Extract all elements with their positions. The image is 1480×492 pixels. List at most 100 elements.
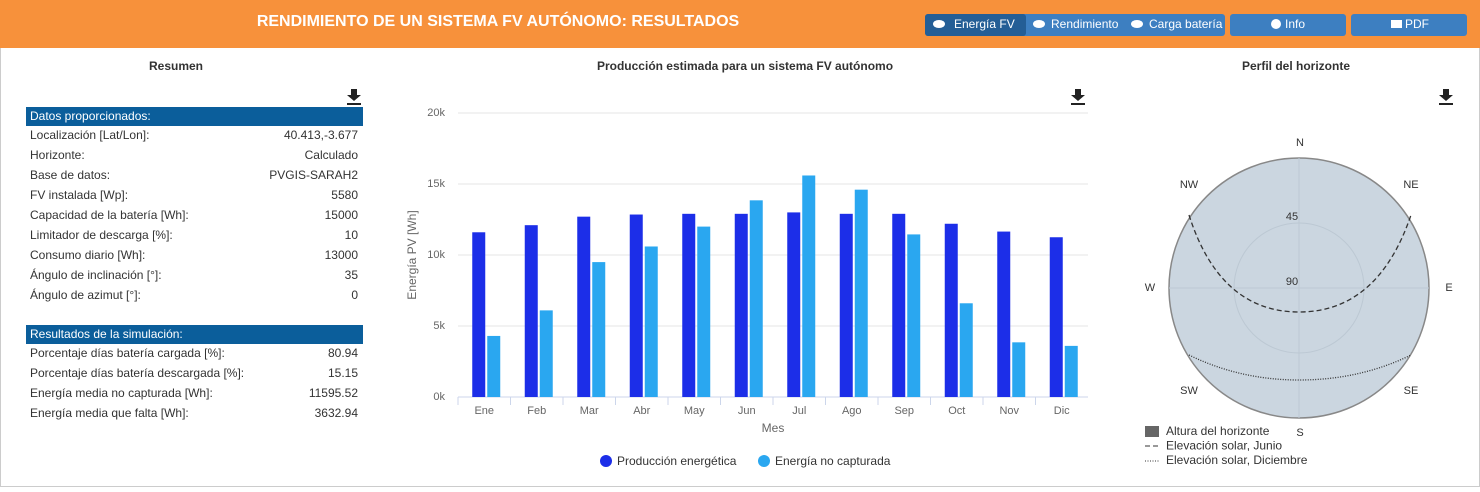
row-value: 10 [345, 228, 359, 242]
bar [577, 216, 591, 397]
legend-label: Producción energética [617, 454, 737, 468]
row-value: 15.15 [328, 366, 358, 380]
bar [749, 200, 763, 397]
eye-icons [933, 20, 1143, 28]
info-icon [1271, 19, 1281, 29]
table-heading: Resultados de la simulación: [30, 327, 183, 341]
bar [1012, 342, 1026, 397]
x-tick-label: Feb [527, 405, 546, 417]
compass-label: NW [1180, 179, 1199, 191]
horizon-legend-label: Elevación solar, Junio [1166, 439, 1282, 453]
row-label: Consumo diario [Wh]: [30, 248, 145, 262]
bar [629, 214, 643, 397]
bar [539, 310, 553, 397]
bar [592, 262, 606, 397]
row-value: 0 [351, 288, 358, 302]
tab[interactable]: Energía FV [954, 17, 1015, 31]
bar [734, 213, 748, 397]
bar [944, 223, 958, 397]
bar [854, 189, 868, 397]
bar [997, 231, 1011, 397]
bar [644, 246, 658, 397]
ring-label: 90 [1286, 276, 1298, 288]
row-label: Base de datos: [30, 168, 110, 182]
tab-group: Energía FV Rendimiento Carga batería [925, 14, 1225, 36]
row-value: 40.413,-3.677 [284, 128, 358, 142]
row-value: 13000 [325, 248, 359, 262]
legend-marker [600, 455, 612, 467]
y-tick-label: 20k [427, 107, 445, 119]
row-value: 35 [345, 268, 359, 282]
compass-label: SW [1180, 385, 1198, 397]
bar [487, 335, 501, 397]
row-label: Horizonte: [30, 148, 85, 162]
header-title: RENDIMIENTO DE UN SISTEMA FV AUTÓNOMO: R… [257, 11, 740, 30]
row-label: Energía media no capturada [Wh]: [30, 386, 213, 400]
y-axis-label: Energía PV [Wh] [405, 210, 419, 299]
row-value: 15000 [325, 208, 359, 222]
bar [839, 213, 853, 397]
bar [802, 175, 816, 397]
x-tick-label: May [684, 405, 705, 417]
compass-label: E [1445, 282, 1452, 294]
chart-title: Producción estimada para un sistema FV a… [597, 59, 893, 73]
x-axis-label: Mes [762, 421, 785, 435]
table-heading-bg [26, 107, 363, 126]
row-label: Porcentaje días batería descargada [%]: [30, 366, 244, 380]
x-tick-label: Jul [792, 405, 806, 417]
table-heading: Datos proporcionados: [30, 109, 151, 123]
bar [697, 226, 711, 397]
bar [472, 232, 486, 397]
compass-label: SE [1404, 385, 1419, 397]
x-tick-label: Mar [580, 405, 599, 417]
row-value: 3632.94 [315, 406, 359, 420]
compass-label: S [1296, 427, 1303, 439]
tab-active[interactable] [925, 14, 1026, 36]
row-value: 11595.52 [309, 386, 358, 400]
bar [1064, 345, 1078, 397]
pdf-label[interactable]: PDF [1405, 17, 1429, 31]
x-tick-label: Sep [894, 405, 914, 417]
row-label: Limitador de descarga [%]: [30, 228, 173, 242]
pdf-button[interactable] [1351, 14, 1467, 36]
bar [787, 212, 801, 397]
ring-label: 45 [1286, 211, 1298, 223]
row-value: Calculado [305, 148, 359, 162]
row-label: Localización [Lat/Lon]: [30, 128, 149, 142]
y-tick-label: 5k [433, 320, 445, 332]
tab[interactable]: Rendimiento [1051, 17, 1119, 31]
info-button[interactable] [1230, 14, 1346, 36]
download-icons[interactable] [347, 89, 1453, 105]
x-tick-label: Dic [1054, 405, 1070, 417]
bar [682, 213, 696, 397]
table-heading-bg [26, 325, 363, 344]
print-icon [1391, 20, 1402, 28]
horizon-legend-label: Elevación solar, Diciembre [1166, 453, 1308, 467]
bar [524, 225, 538, 397]
x-tick-label: Oct [948, 405, 965, 417]
horizon-plot [1145, 157, 1430, 462]
x-tick-label: Ene [474, 405, 494, 417]
x-tick-label: Jun [738, 405, 756, 417]
compass-label: N [1296, 137, 1304, 149]
horizon-legend-label: Altura del horizonte [1166, 424, 1270, 438]
row-label: Ángulo de inclinación [°]: [30, 267, 162, 282]
bar [959, 303, 973, 397]
compass-label: NE [1403, 179, 1418, 191]
bar [892, 213, 906, 397]
bar [907, 234, 921, 397]
info-label[interactable]: Info [1285, 17, 1305, 31]
y-tick-label: 0k [433, 391, 445, 403]
row-label: FV instalada [Wp]: [30, 188, 128, 202]
tab[interactable]: Carga batería [1149, 17, 1223, 31]
summary-title: Resumen [149, 59, 203, 73]
row-value: PVGIS-SARAH2 [269, 168, 358, 182]
row-value: 80.94 [328, 346, 358, 360]
x-tick-label: Abr [633, 405, 650, 417]
bar [1049, 237, 1063, 397]
horizon-title: Perfil del horizonte [1242, 59, 1350, 73]
legend-marker [758, 455, 770, 467]
row-label: Ángulo de azimut [°]: [30, 287, 141, 302]
